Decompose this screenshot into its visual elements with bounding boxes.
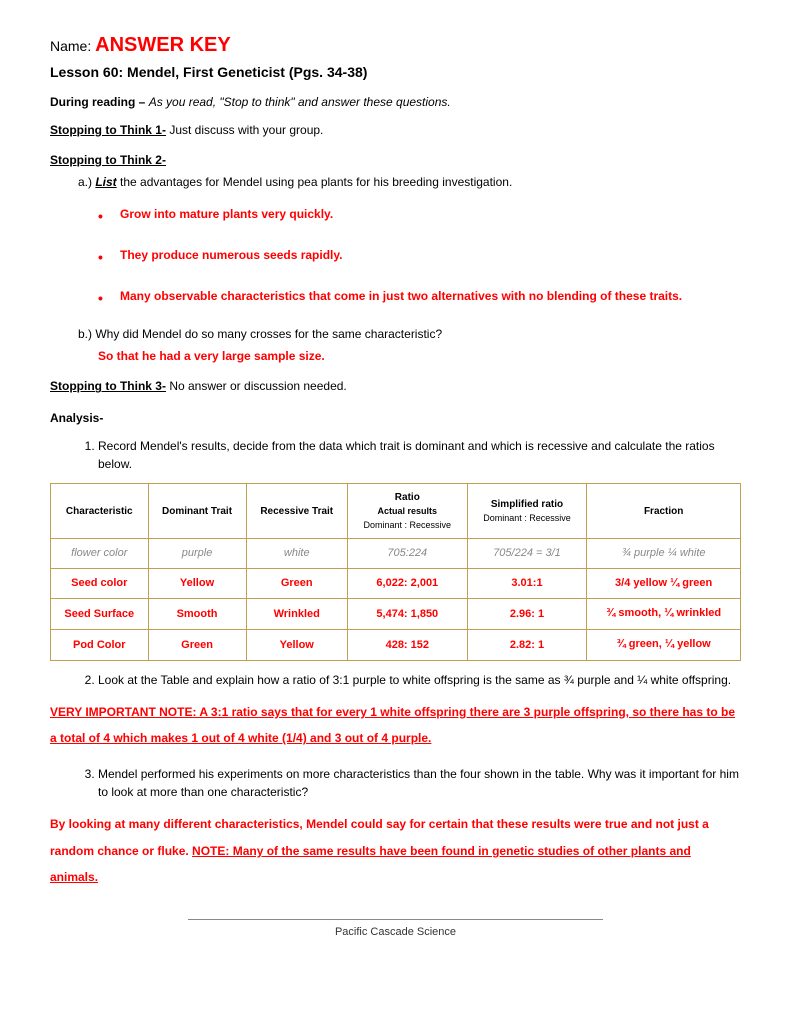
cell-characteristic: Seed color [51, 568, 149, 599]
footer: Pacific Cascade Science [188, 919, 603, 941]
cell-simplified: 2.82: 1 [467, 630, 587, 661]
think1-text: Just discuss with your group. [166, 123, 323, 137]
th-ratio-sub1: Actual results [352, 505, 463, 519]
think3-head: Stopping to Think 3- [50, 379, 166, 393]
analysis-head: Analysis- [50, 409, 741, 427]
table-row: Seed Surface Smooth Wrinkled 5,474: 1,85… [51, 599, 741, 630]
ex-fraction: ¾ purple ¼ white [587, 539, 741, 569]
table-row: Seed color Yellow Green 6,022: 2,001 3.0… [51, 568, 741, 599]
cell-fraction: 3/4 yellow ¼ green [587, 568, 741, 599]
q2-answer: VERY IMPORTANT NOTE: A 3:1 ratio says th… [50, 699, 741, 752]
th-recessive: Recessive Trait [246, 484, 347, 539]
name-label: Name: [50, 38, 91, 54]
th-ratio: Ratio Actual results Dominant : Recessiv… [347, 484, 467, 539]
th-simplified-main: Simplified ratio [491, 499, 563, 510]
think2-question-a: a.) List the advantages for Mendel using… [78, 173, 741, 191]
during-label: During reading – [50, 95, 149, 109]
qa-prefix: a.) [78, 175, 95, 189]
analysis-q3: Mendel performed his experiments on more… [98, 765, 741, 801]
ex-characteristic: flower color [51, 539, 149, 569]
think3-text: No answer or discussion needed. [166, 379, 347, 393]
answer-key-title: ANSWER KEY [95, 34, 231, 56]
cell-ratio: 6,022: 2,001 [347, 568, 467, 599]
cell-dominant: Green [148, 630, 246, 661]
q3-answer: By looking at many different characteris… [50, 811, 741, 890]
analysis-list-cont2: Mendel performed his experiments on more… [98, 765, 741, 801]
during-reading-line: During reading – As you read, "Stop to t… [50, 93, 741, 111]
analysis-list: Record Mendel's results, decide from the… [98, 437, 741, 473]
cell-recessive: Yellow [246, 630, 347, 661]
cell-fraction: ¾ smooth, ¼ wrinkled [587, 599, 741, 630]
ex-simplified: 705/224 = 3/1 [467, 539, 587, 569]
cell-fraction: ¾ green, ¼ yellow [587, 630, 741, 661]
ex-ratio: 705:224 [347, 539, 467, 569]
think2-answer-b: So that he had a very large sample size. [98, 347, 741, 365]
think2-question-b: b.) Why did Mendel do so many crosses fo… [78, 325, 741, 343]
advantage-item: Many observable characteristics that com… [98, 285, 741, 308]
stopping-think-3: Stopping to Think 3- No answer or discus… [50, 377, 741, 395]
analysis-q1: Record Mendel's results, decide from the… [98, 437, 741, 473]
advantages-list: Grow into mature plants very quickly. Th… [98, 203, 741, 307]
analysis-list-cont: Look at the Table and explain how a rati… [98, 671, 741, 689]
table-example-row: flower color purple white 705:224 705/22… [51, 539, 741, 569]
cell-ratio: 5,474: 1,850 [347, 599, 467, 630]
ex-dominant: purple [148, 539, 246, 569]
list-word: List [95, 175, 116, 189]
th-ratio-sub2: Dominant : Recessive [352, 519, 463, 533]
cell-recessive: Green [246, 568, 347, 599]
cell-simplified: 2.96: 1 [467, 599, 587, 630]
results-table: Characteristic Dominant Trait Recessive … [50, 483, 741, 660]
th-characteristic: Characteristic [51, 484, 149, 539]
stopping-think-1: Stopping to Think 1- Just discuss with y… [50, 121, 741, 139]
cell-dominant: Yellow [148, 568, 246, 599]
lesson-title: Lesson 60: Mendel, First Geneticist (Pgs… [50, 62, 741, 83]
th-fraction: Fraction [587, 484, 741, 539]
analysis-q2: Look at the Table and explain how a rati… [98, 671, 741, 689]
table-row: Pod Color Green Yellow 428: 152 2.82: 1 … [51, 630, 741, 661]
th-simplified: Simplified ratio Dominant : Recessive [467, 484, 587, 539]
advantage-item: Grow into mature plants very quickly. [98, 203, 741, 226]
ex-recessive: white [246, 539, 347, 569]
advantage-item: They produce numerous seeds rapidly. [98, 244, 741, 267]
think2-head: Stopping to Think 2- [50, 151, 741, 169]
cell-recessive: Wrinkled [246, 599, 347, 630]
th-simplified-sub: Dominant : Recessive [472, 512, 583, 526]
cell-ratio: 428: 152 [347, 630, 467, 661]
cell-characteristic: Pod Color [51, 630, 149, 661]
think1-head: Stopping to Think 1- [50, 123, 166, 137]
cell-characteristic: Seed Surface [51, 599, 149, 630]
cell-dominant: Smooth [148, 599, 246, 630]
th-dominant: Dominant Trait [148, 484, 246, 539]
table-header-row: Characteristic Dominant Trait Recessive … [51, 484, 741, 539]
during-instruction: As you read, "Stop to think" and answer … [149, 95, 451, 109]
th-ratio-main: Ratio [395, 492, 420, 503]
name-line: Name: ANSWER KEY [50, 30, 741, 60]
cell-simplified: 3.01:1 [467, 568, 587, 599]
qa-text: the advantages for Mendel using pea plan… [117, 175, 513, 189]
